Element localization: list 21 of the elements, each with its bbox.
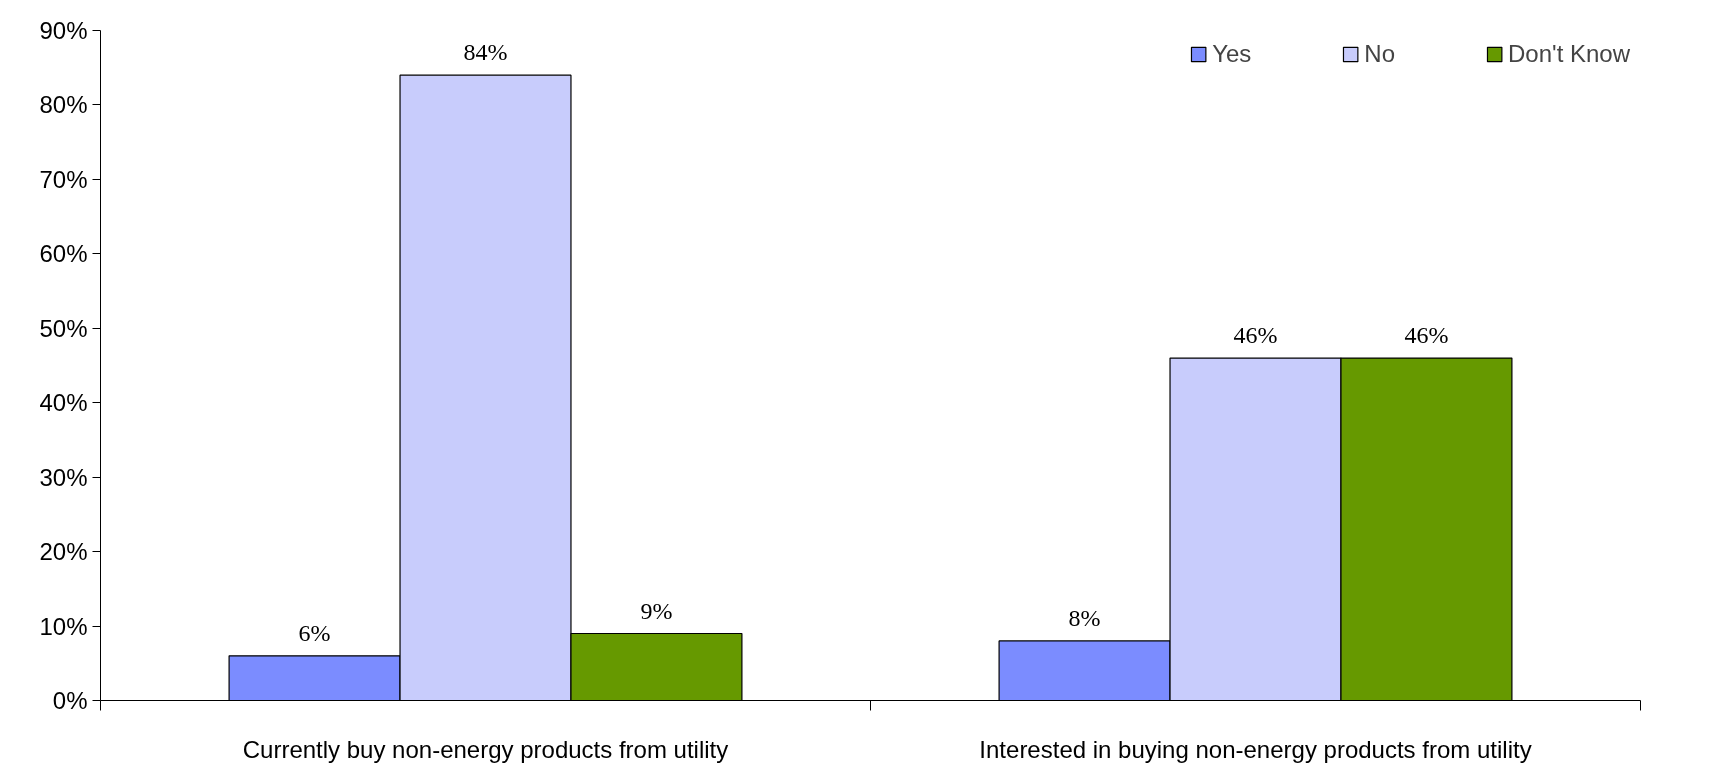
data-label: 46% — [1233, 322, 1278, 349]
legend-label: Don't Know — [1508, 40, 1630, 68]
data-label: 46% — [1404, 322, 1449, 349]
data-label: 8% — [1068, 604, 1101, 631]
data-label: 9% — [640, 597, 673, 624]
legend-label: No — [1364, 40, 1396, 68]
y-tick-label: 0% — [52, 687, 88, 714]
y-tick-label: 50% — [39, 314, 88, 342]
y-tick-label: 20% — [39, 538, 88, 566]
y-tick-label: 70% — [39, 165, 88, 193]
y-tick-label: 10% — [39, 612, 88, 640]
y-tick-label: 30% — [39, 463, 88, 491]
x-tick-label: Currently buy non-energy products from utility — [242, 735, 729, 763]
data-label: 84% — [463, 39, 508, 66]
y-tick-label: 90% — [39, 17, 88, 44]
legend-label: Yes — [1212, 40, 1252, 68]
y-tick-label: 80% — [39, 91, 88, 119]
x-tick-label: Interested in buying non-energy products from utility — [979, 735, 1532, 763]
y-tick-label: 40% — [39, 389, 88, 417]
data-label: 6% — [298, 619, 331, 646]
y-tick-label: 60% — [39, 240, 88, 268]
